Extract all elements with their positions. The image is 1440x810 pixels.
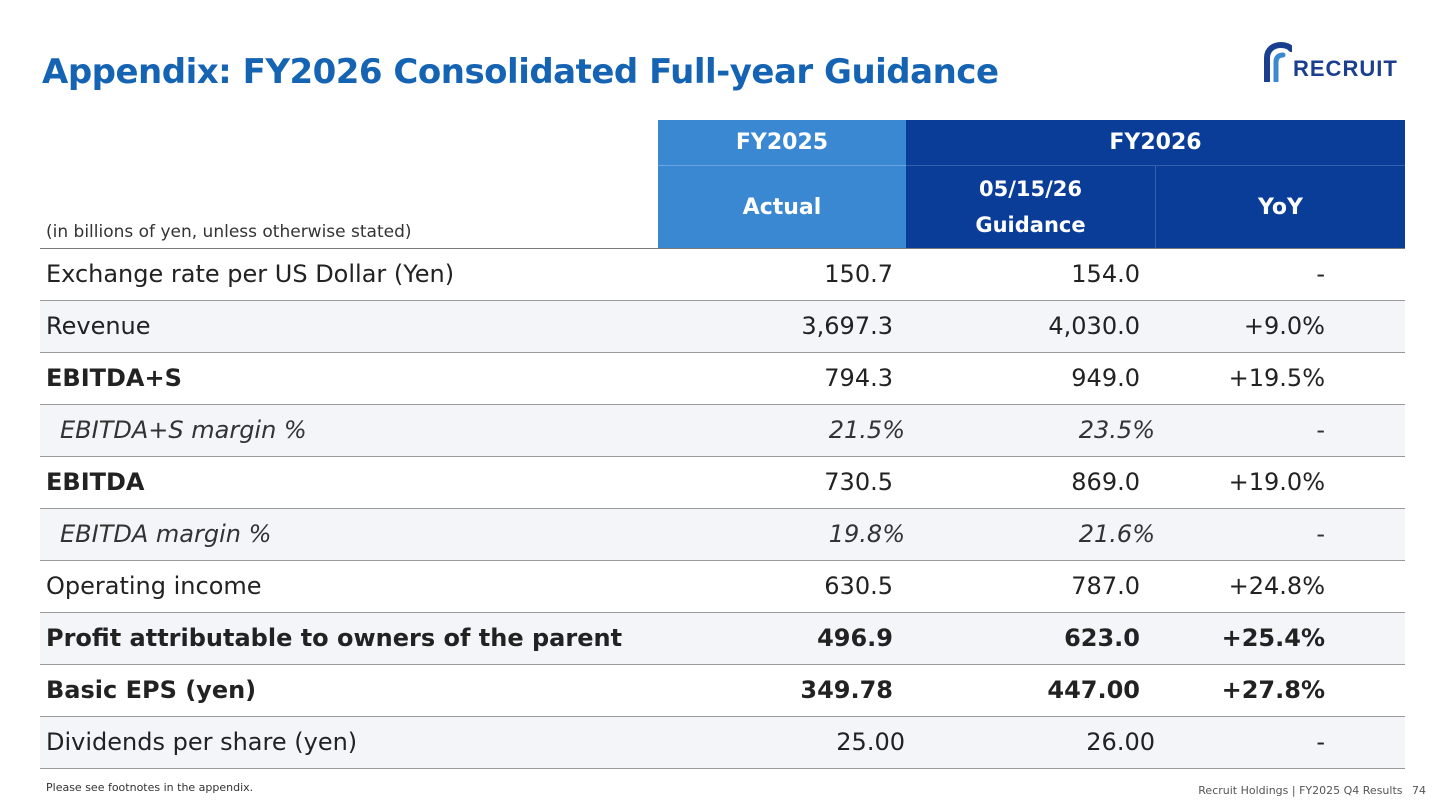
actual-value: 25.00 (836, 728, 905, 756)
yoy-value: +24.8% (1228, 572, 1325, 600)
row-label: Dividends per share (yen) (46, 728, 358, 756)
actual-value: 496.9 (817, 624, 893, 652)
row-label: EBITDA+S (46, 364, 182, 392)
header-guidance: 05/15/26 Guidance (906, 165, 1155, 248)
guidance-value: 4,030.0 (1048, 312, 1140, 340)
table-row: EBITDA margin % 19.8% 21.6% - (40, 509, 1405, 561)
logo-wordmark: RECRUIT (1293, 56, 1398, 81)
guidance-value: 623.0 (1064, 624, 1140, 652)
footnote: Please see footnotes in the appendix. (46, 781, 254, 794)
guidance-table: Exchange rate per US Dollar (Yen) 150.7 … (40, 249, 1405, 769)
yoy-value: - (1316, 728, 1325, 756)
page-title: Appendix: FY2026 Consolidated Full-year … (42, 52, 999, 92)
table-row: Revenue 3,697.3 4,030.0 +9.0% (40, 301, 1405, 353)
row-label: Operating income (46, 572, 262, 600)
table-row: EBITDA+S 794.3 949.0 +19.5% (40, 353, 1405, 405)
row-label: EBITDA (46, 468, 145, 496)
table-row: Exchange rate per US Dollar (Yen) 150.7 … (40, 249, 1405, 301)
actual-value: 3,697.3 (801, 312, 893, 340)
guidance-value: 949.0 (1071, 364, 1140, 392)
table-row: Operating income 630.5 787.0 +24.8% (40, 561, 1405, 613)
actual-value: 730.5 (824, 468, 893, 496)
row-label: EBITDA margin % (60, 520, 272, 548)
guidance-value: 23.5% (1078, 416, 1155, 444)
header-divider (40, 248, 1405, 249)
yoy-value: - (1316, 520, 1325, 548)
yoy-value: +27.8% (1221, 676, 1325, 704)
recruit-r-logo-icon (1264, 41, 1292, 82)
actual-value: 21.5% (828, 416, 905, 444)
unit-note: (in billions of yen, unless otherwise st… (46, 222, 412, 242)
guidance-value: 869.0 (1071, 468, 1140, 496)
guidance-value: 447.00 (1047, 676, 1140, 704)
table-row: Profit attributable to owners of the par… (40, 613, 1405, 665)
row-label: Revenue (46, 312, 151, 340)
yoy-value: - (1316, 416, 1325, 444)
row-label: EBITDA+S margin % (60, 416, 307, 444)
row-label: Basic EPS (yen) (46, 676, 257, 704)
table-row: Dividends per share (yen) 25.00 26.00 - (40, 717, 1405, 769)
footer-text: Recruit Holdings | FY2025 Q4 Results (1198, 784, 1403, 797)
yoy-value: - (1316, 260, 1325, 288)
yoy-value: +19.5% (1228, 364, 1325, 392)
guidance-value: 154.0 (1071, 260, 1140, 288)
page-footer: Recruit Holdings | FY2025 Q4 Results 74 (1198, 784, 1426, 797)
header-guidance-date: 05/15/26 (978, 177, 1082, 201)
header-fy2026: FY2026 (906, 120, 1405, 165)
actual-value: 150.7 (824, 260, 893, 288)
actual-value: 630.5 (824, 572, 893, 600)
header-fy2025: FY2025 (658, 120, 906, 165)
guidance-value: 787.0 (1071, 572, 1140, 600)
guidance-value: 26.00 (1086, 728, 1155, 756)
table-row: EBITDA+S margin % 21.5% 23.5% - (40, 405, 1405, 457)
row-label: Profit attributable to owners of the par… (46, 624, 623, 652)
yoy-value: +25.4% (1221, 624, 1325, 652)
actual-value: 794.3 (824, 364, 893, 392)
table-row: Basic EPS (yen) 349.78 447.00 +27.8% (40, 665, 1405, 717)
table-row: EBITDA 730.5 869.0 +19.0% (40, 457, 1405, 509)
yoy-value: +19.0% (1228, 468, 1325, 496)
yoy-value: +9.0% (1243, 312, 1325, 340)
actual-value: 349.78 (800, 676, 893, 704)
actual-value: 19.8% (828, 520, 905, 548)
page-number: 74 (1412, 784, 1426, 797)
header-actual: Actual (658, 165, 906, 248)
guidance-value: 21.6% (1078, 520, 1155, 548)
header-guidance-label: Guidance (975, 213, 1086, 237)
row-label: Exchange rate per US Dollar (Yen) (46, 260, 455, 288)
header-yoy: YoY (1155, 165, 1405, 248)
recruit-logo: RECRUIT (1262, 38, 1398, 82)
